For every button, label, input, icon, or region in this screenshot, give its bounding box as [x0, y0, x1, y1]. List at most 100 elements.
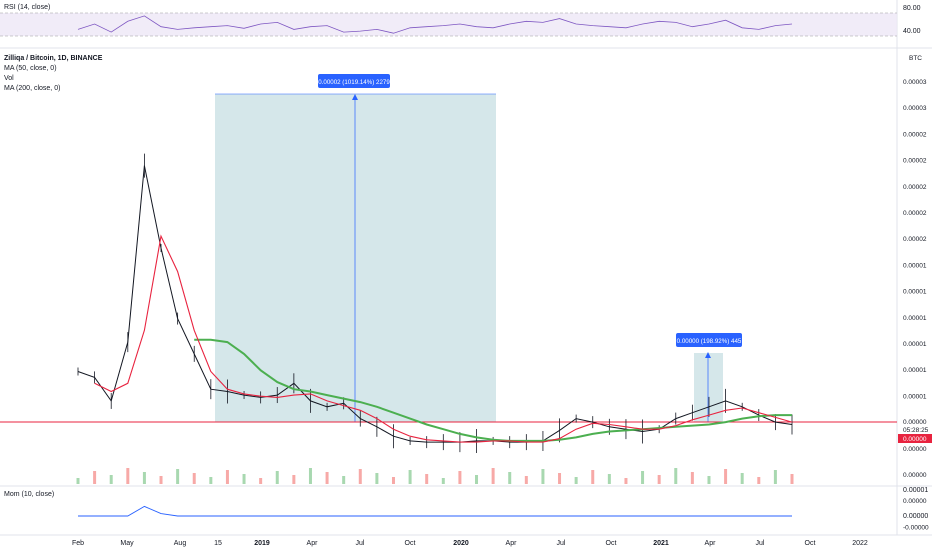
price-axis: 0.00003 0.00003 0.00002 0.00002 0.00002 0.000… — [903, 79, 929, 531]
measure-arrow-head-large — [352, 94, 358, 100]
volume-bar — [541, 469, 545, 484]
measure-box-small — [694, 353, 723, 422]
price-axis-label: 0.00001 — [903, 289, 927, 296]
volume-bar — [607, 474, 611, 484]
mom-level-zero: 0.00000 — [903, 513, 928, 520]
volume-bar — [142, 472, 146, 484]
rsi-band — [0, 13, 897, 36]
volume-bar — [375, 473, 379, 484]
time-axis-label: May — [120, 540, 134, 547]
volume-bar — [109, 475, 113, 484]
measure-label-bg-small — [676, 333, 742, 347]
volume-bar — [558, 473, 562, 484]
rsi-series — [77, 15, 793, 34]
volume-bar — [209, 477, 213, 484]
volume-bar — [192, 473, 196, 484]
volume-bar — [292, 475, 296, 484]
main-legend-ma50: MA (50, close, 0) — [4, 65, 57, 72]
time-axis-label: 2021 — [653, 540, 669, 547]
volume-bar — [126, 468, 130, 484]
price-axis-label: 0.00003 — [903, 79, 927, 86]
volume-series — [76, 468, 794, 484]
time-axis-label: 2022 — [852, 540, 868, 547]
volume-bar — [790, 474, 794, 484]
volume-bar — [524, 476, 528, 484]
price-axis-label: 0.00000 — [903, 498, 927, 505]
measure-label-large: 0.00002 (1019.14%) 2279 — [318, 79, 390, 86]
momentum-line — [78, 505, 792, 517]
price-axis-label: 0.00002 — [903, 131, 927, 138]
time-axis-label: Jul — [356, 540, 365, 547]
time-axis-label: Jul — [557, 540, 566, 547]
volume-bar — [176, 469, 180, 484]
rsi-line — [77, 15, 793, 34]
volume-bar — [342, 476, 346, 484]
volume-bar — [674, 468, 678, 484]
volume-bar — [391, 477, 395, 484]
main-legend-vol: Vol — [4, 75, 14, 82]
price-axis-label: 0.00000 — [903, 446, 927, 453]
volume-bar — [724, 469, 728, 484]
volume-bar — [491, 468, 495, 484]
price-axis-label: 0.00002 — [903, 158, 927, 165]
time-axis-label: Apr — [307, 540, 319, 547]
measure-label-small: 0.00000 (198.92%) 445 — [677, 338, 742, 345]
time-axis-label: Oct — [405, 540, 416, 547]
price-axis-label: 0.00001 — [903, 341, 927, 348]
price-axis-label: 0.00001 — [903, 262, 927, 269]
price-axis-label: 0.00002 — [903, 184, 927, 191]
measure-label-bg-large — [318, 74, 390, 88]
rsi-level-40: 40.00 — [903, 28, 921, 35]
volume-bar — [641, 471, 645, 484]
price-axis-label: 0.00003 — [903, 105, 927, 112]
volume-bar — [574, 477, 578, 484]
time-axis-label: Feb — [72, 540, 84, 547]
price-axis-label: 0.00001 — [903, 393, 927, 400]
last-price-tag: 0.00000 — [903, 419, 927, 426]
time-axis-label: Oct — [805, 540, 816, 547]
measure-box-large — [215, 94, 496, 422]
price-axis-label: 0.00001 — [903, 315, 927, 322]
last-price-tag-bg — [898, 417, 932, 426]
volume-bar — [690, 472, 694, 484]
time-axis-label: Apr — [506, 540, 518, 547]
volume-bar — [657, 475, 661, 484]
time-axis-label: Apr — [705, 540, 717, 547]
volume-bar — [325, 472, 329, 484]
volume-bar — [225, 470, 229, 484]
volume-bar — [159, 476, 163, 484]
volume-bar — [93, 471, 97, 484]
countdown-tag: 05:28:25 — [903, 427, 929, 434]
volume-bar — [275, 471, 279, 484]
mom-title: Mom (10, close) — [4, 491, 55, 498]
time-axis-label: Jul — [756, 540, 765, 547]
time-axis-label: 2019 — [254, 540, 270, 547]
price-series — [77, 153, 793, 453]
ma-price-tag-bg — [898, 434, 932, 443]
rsi-level-80: 80.00 — [903, 5, 921, 12]
main-legend-symbol: Zilliqa / Bitcoin, 1D, BINANCE — [4, 55, 103, 62]
volume-bar — [408, 470, 412, 484]
ma50-line — [94, 234, 793, 443]
volume-bar — [707, 476, 711, 484]
volume-bar — [773, 470, 777, 484]
volume-bar — [441, 478, 445, 484]
volume-bar — [591, 470, 595, 484]
time-axis-label: 15 — [214, 540, 222, 547]
price-axis-label: 0.00002 — [903, 210, 927, 217]
ma-price-tag: 0.00000 — [903, 436, 927, 443]
mom-level-high: 0.00001 — [903, 487, 928, 494]
volume-bar — [358, 469, 362, 484]
momentum-series — [78, 505, 792, 517]
volume-bar — [475, 475, 479, 484]
price-axis-label: -0.00000 — [903, 524, 929, 531]
volume-bar — [242, 474, 246, 484]
time-axis-label: Oct — [606, 540, 617, 547]
measure-arrow-head-small — [705, 352, 711, 358]
volume-bar — [624, 478, 628, 484]
volume-bar — [308, 468, 312, 484]
volume-bar — [425, 474, 429, 484]
price-axis-label: 0.00002 — [903, 236, 927, 243]
price-axis-label: 0.00001 — [903, 367, 927, 374]
